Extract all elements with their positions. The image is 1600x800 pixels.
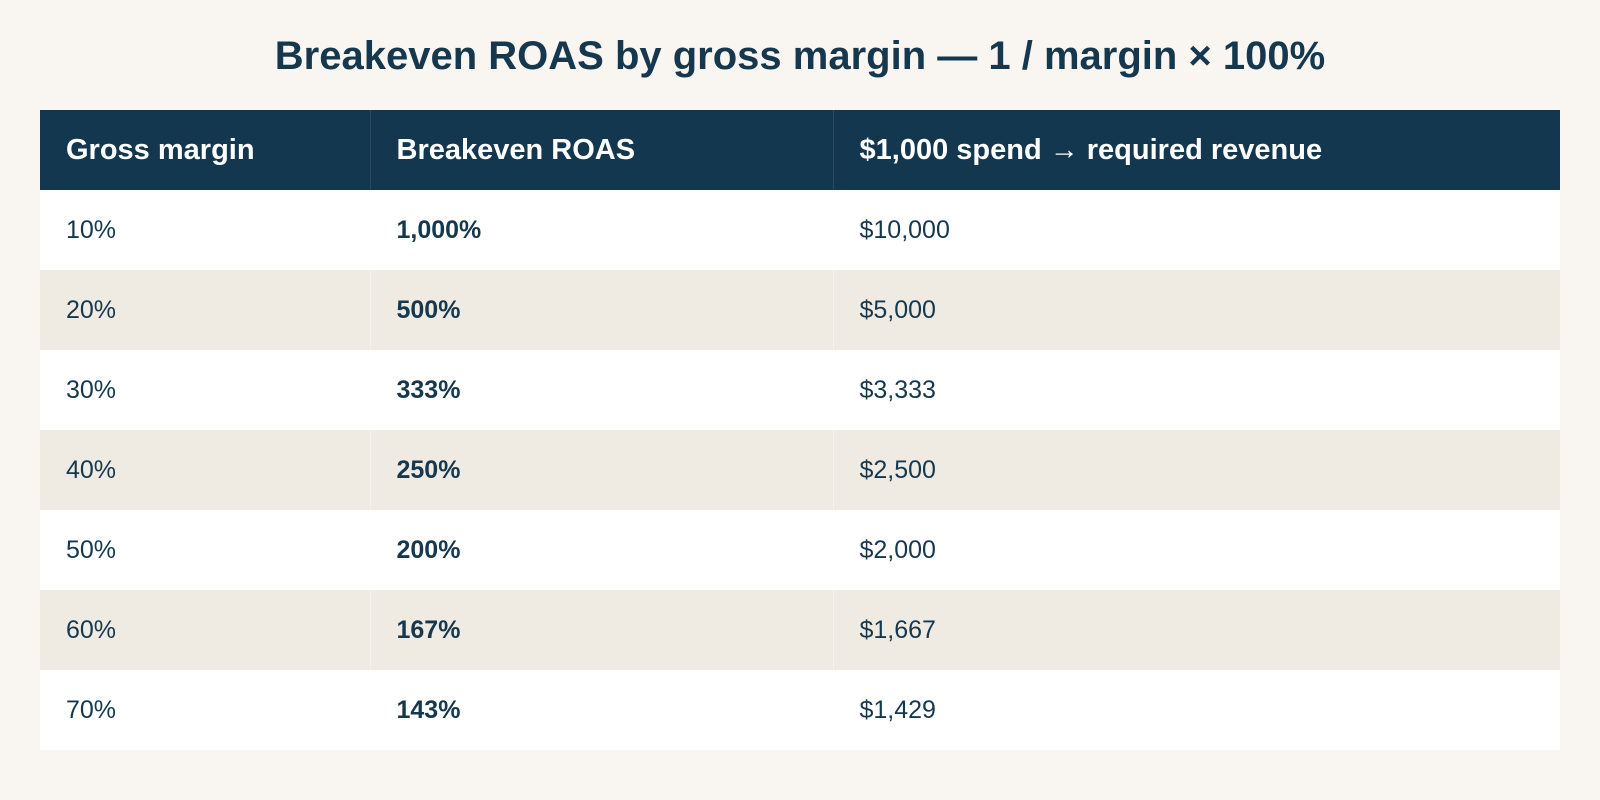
- cell-breakeven-roas: 333%: [370, 350, 834, 430]
- cell-gross-margin: 20%: [40, 270, 371, 350]
- cell-required-revenue: $3,333: [833, 350, 1560, 430]
- table-row: 20% 500% $5,000: [40, 270, 1560, 350]
- table-row: 10% 1,000% $10,000: [40, 190, 1560, 270]
- cell-required-revenue: $1,667: [833, 590, 1560, 670]
- table-row: 70% 143% $1,429: [40, 670, 1560, 750]
- cell-required-revenue: $2,500: [833, 430, 1560, 510]
- table-row: 50% 200% $2,000: [40, 510, 1560, 590]
- cell-required-revenue: $5,000: [833, 270, 1560, 350]
- cell-gross-margin: 60%: [40, 590, 371, 670]
- column-header-required-revenue: $1,000 spend → required revenue: [833, 110, 1560, 190]
- cell-required-revenue: $1,429: [833, 670, 1560, 750]
- table-row: 60% 167% $1,667: [40, 590, 1560, 670]
- cell-required-revenue: $10,000: [833, 190, 1560, 270]
- cell-gross-margin: 70%: [40, 670, 371, 750]
- table-row: 30% 333% $3,333: [40, 350, 1560, 430]
- cell-gross-margin: 10%: [40, 190, 371, 270]
- cell-gross-margin: 40%: [40, 430, 371, 510]
- breakeven-roas-table: Gross margin Breakeven ROAS $1,000 spend…: [40, 110, 1560, 750]
- chart-title: Breakeven ROAS by gross margin — 1 / mar…: [274, 34, 1326, 78]
- cell-required-revenue: $2,000: [833, 510, 1560, 590]
- table-row: 40% 250% $2,500: [40, 430, 1560, 510]
- table-header-row: Gross margin Breakeven ROAS $1,000 spend…: [40, 110, 1560, 190]
- cell-breakeven-roas: 1,000%: [370, 190, 834, 270]
- cell-breakeven-roas: 200%: [370, 510, 834, 590]
- cell-gross-margin: 50%: [40, 510, 371, 590]
- cell-breakeven-roas: 250%: [370, 430, 834, 510]
- cell-breakeven-roas: 167%: [370, 590, 834, 670]
- cell-gross-margin: 30%: [40, 350, 371, 430]
- column-header-breakeven-roas: Breakeven ROAS: [370, 110, 834, 190]
- column-header-gross-margin: Gross margin: [40, 110, 371, 190]
- cell-breakeven-roas: 143%: [370, 670, 834, 750]
- cell-breakeven-roas: 500%: [370, 270, 834, 350]
